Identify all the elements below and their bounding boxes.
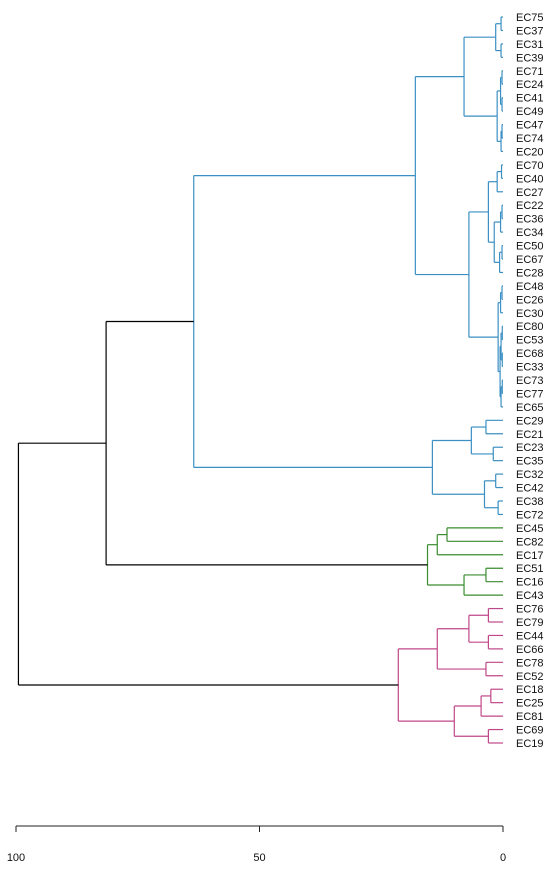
leaf-label: EC42 (516, 483, 544, 495)
leaf-label: EC75 (516, 12, 544, 24)
leaf-label: EC53 (516, 335, 544, 347)
leaf-label: EC43 (516, 590, 544, 602)
leaf-label: EC35 (516, 456, 544, 468)
leaf-label: EC16 (516, 577, 544, 589)
leaf-label: EC47 (516, 120, 544, 132)
leaf-label: EC80 (516, 321, 544, 333)
leaf-label: EC79 (516, 617, 544, 629)
leaf-label: EC31 (516, 39, 544, 51)
leaf-label: EC37 (516, 25, 544, 37)
leaf-label: EC19 (516, 738, 544, 750)
leaf-label: EC71 (516, 66, 544, 78)
leaf-label: EC33 (516, 362, 544, 374)
leaf-label: EC68 (516, 348, 544, 360)
leaf-label: EC25 (516, 698, 544, 710)
leaf-label: EC20 (516, 146, 544, 158)
leaf-label: EC36 (516, 214, 544, 226)
leaf-label: EC27 (516, 187, 544, 199)
leaf-label: EC52 (516, 671, 544, 683)
leaf-label: EC65 (516, 402, 544, 414)
leaf-label: EC29 (516, 415, 544, 427)
leaf-label: EC45 (516, 523, 544, 535)
leaf-label: EC40 (516, 173, 544, 185)
leaf-label: EC50 (516, 241, 544, 253)
leaf-label: EC22 (516, 200, 544, 212)
leaf-label: EC51 (516, 563, 544, 575)
leaf-label: EC48 (516, 281, 544, 293)
leaf-label: EC69 (516, 725, 544, 737)
leaf-label: EC74 (516, 133, 544, 145)
leaf-label: EC78 (516, 657, 544, 669)
leaf-label: EC44 (516, 630, 544, 642)
leaf-label: EC81 (516, 711, 544, 723)
leaf-label: EC76 (516, 604, 544, 616)
leaf-label: EC34 (516, 227, 544, 239)
leaf-label: EC30 (516, 308, 544, 320)
leaf-label: EC73 (516, 375, 544, 387)
x-axis-tick-label: 50 (253, 852, 265, 864)
leaf-label: EC82 (516, 536, 544, 548)
leaf-label: EC21 (516, 429, 544, 441)
leaf-label: EC17 (516, 550, 544, 562)
dendrogram-branches (17, 16, 503, 744)
leaf-label: EC18 (516, 684, 544, 696)
x-axis-tick-label: 100 (7, 852, 25, 864)
leaf-label: EC38 (516, 496, 544, 508)
x-axis-tick-label: 0 (500, 852, 506, 864)
leaf-label: EC72 (516, 509, 544, 521)
x-axis: 100 50 0 (7, 825, 506, 864)
leaf-label: EC67 (516, 254, 544, 266)
leaf-label: EC77 (516, 388, 544, 400)
leaf-label: EC39 (516, 52, 544, 64)
leaf-label: EC24 (516, 79, 544, 91)
leaf-label: EC28 (516, 267, 544, 279)
leaf-label: EC23 (516, 442, 544, 454)
leaf-label: EC70 (516, 160, 544, 172)
leaf-label: EC41 (516, 93, 544, 105)
leaf-label: EC49 (516, 106, 544, 118)
leaf-label: EC32 (516, 469, 544, 481)
leaf-label: EC66 (516, 644, 544, 656)
leaf-label: EC26 (516, 294, 544, 306)
